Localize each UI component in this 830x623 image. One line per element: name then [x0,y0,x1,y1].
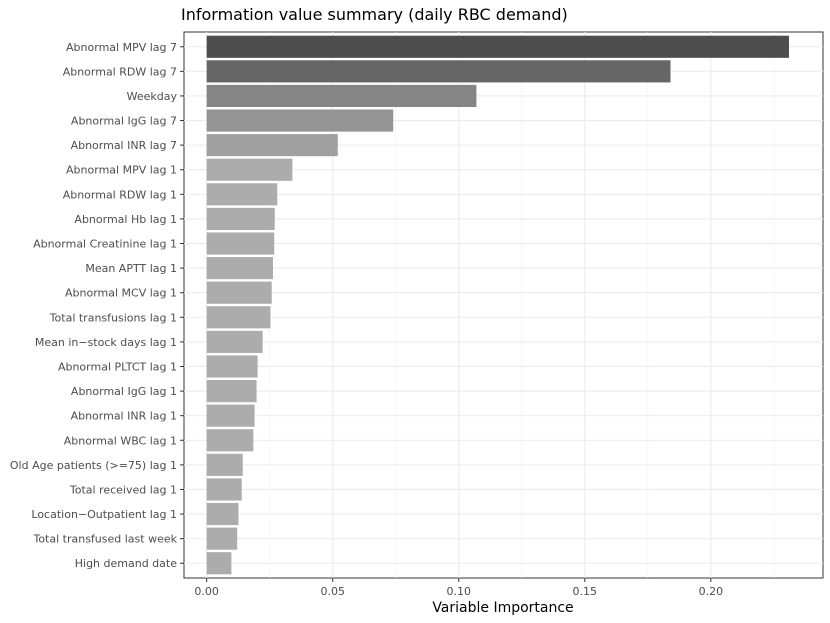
y-tick-label: Abnormal MPV lag 1 [66,164,177,177]
chart-title: Information value summary (daily RBC dem… [181,5,568,24]
x-axis-ticks: 0.00 0.05 0.10 0.15 0.20 [194,578,723,598]
bar [206,158,293,181]
bar [206,404,255,427]
y-tick-label: Abnormal MCV lag 1 [65,287,177,300]
x-tick-label: 0.20 [699,585,724,598]
y-tick-label: Abnormal WBC lag 1 [64,434,177,447]
y-tick-label: Abnormal PLTCT lag 1 [58,360,177,373]
y-tick-label: Abnormal MPV lag 7 [66,41,177,54]
bar [206,380,257,403]
y-tick-label: Abnormal INR lag 1 [71,410,177,423]
bar [206,478,242,501]
y-tick-label: Old Age patients (>=75) lag 1 [10,459,177,472]
bar [206,281,272,304]
y-tick-label: Weekday [127,90,178,103]
bar [206,502,239,526]
bar [206,552,232,575]
y-tick-label: Abnormal INR lag 7 [71,139,177,152]
bar [206,527,238,550]
bar [206,429,254,452]
y-tick-label: Total transfusions lag 1 [49,311,177,324]
y-tick-label: Abnormal Hb lag 1 [74,213,177,226]
bar [206,355,258,378]
y-tick-label: Abnormal IgG lag 7 [71,115,177,128]
y-tick-label: Mean in−stock days lag 1 [35,336,177,349]
y-axis-ticks: Abnormal MPV lag 7 Abnormal RDW lag 7 Week… [10,41,184,570]
x-tick-label: 0.15 [573,585,598,598]
bar [206,453,243,476]
bar [206,232,275,255]
y-tick-label: Location−Outpatient lag 1 [31,508,177,521]
bar [206,257,273,280]
bar [206,306,271,329]
x-tick-label: 0.05 [320,585,345,598]
x-tick-label: 0.10 [447,585,472,598]
bar [206,134,338,157]
x-tick-label: 0.00 [194,585,219,598]
bar [206,35,789,58]
bar [206,207,275,230]
x-axis-title: Variable Importance [432,600,573,616]
y-tick-label: Total transfused last week [32,533,177,546]
bar [206,330,263,353]
bars [206,35,789,575]
bar [206,84,477,108]
y-tick-label: Mean APTT lag 1 [85,262,177,275]
y-tick-label: Total received lag 1 [69,483,177,496]
bar [206,183,278,206]
plot-panel-border [183,31,824,579]
bar [206,60,671,83]
y-tick-label: Abnormal RDW lag 1 [63,188,177,201]
y-tick-label: Abnormal IgG lag 1 [71,385,177,398]
y-tick-label: Abnormal Creatinine lag 1 [33,238,177,251]
bar [206,109,394,132]
y-tick-label: High demand date [75,557,177,570]
y-tick-label: Abnormal RDW lag 7 [63,65,177,78]
